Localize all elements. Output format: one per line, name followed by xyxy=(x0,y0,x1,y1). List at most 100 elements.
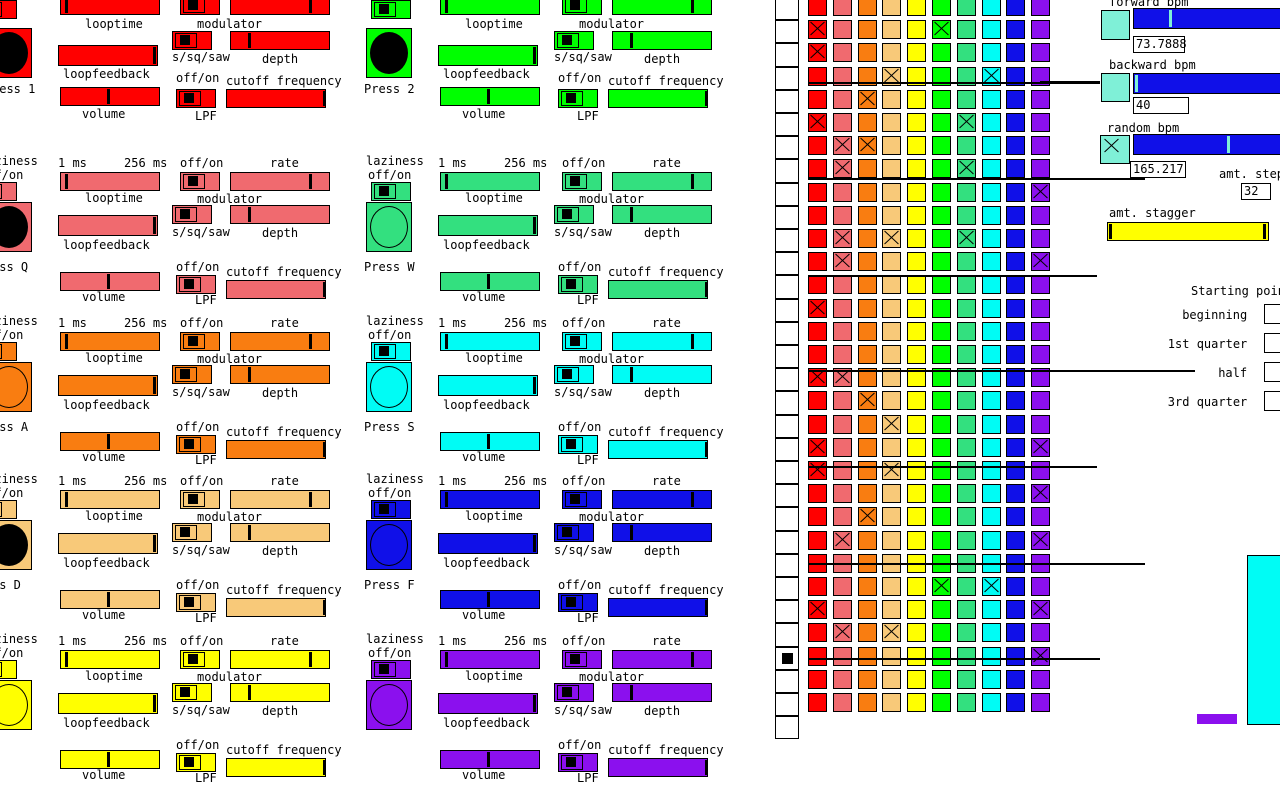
grid-cell[interactable] xyxy=(981,484,1001,504)
grid-cell[interactable] xyxy=(981,437,1001,457)
grid-cell[interactable] xyxy=(907,159,927,179)
grid-cell[interactable] xyxy=(857,66,877,86)
grid-cell[interactable] xyxy=(882,182,902,202)
grid-cell[interactable] xyxy=(1006,182,1026,202)
backward-bpm-number[interactable]: 40 xyxy=(1133,97,1189,114)
grid-cell[interactable] xyxy=(808,693,827,712)
modulator-toggle[interactable] xyxy=(180,332,220,351)
grid-cell[interactable] xyxy=(1006,159,1026,179)
grid-cell[interactable] xyxy=(857,391,877,411)
step-cell[interactable] xyxy=(775,414,799,438)
grid-cell[interactable] xyxy=(832,136,852,156)
grid-cell[interactable] xyxy=(932,89,951,109)
loopfeedback-slider[interactable] xyxy=(438,215,538,236)
step-cell[interactable] xyxy=(775,136,799,160)
forward-bpm-bang[interactable] xyxy=(1101,10,1130,40)
grid-cell[interactable] xyxy=(932,0,951,16)
grid-cell[interactable] xyxy=(956,113,976,132)
grid-cell[interactable] xyxy=(907,20,927,40)
grid-cell[interactable] xyxy=(956,507,976,527)
grid-cell[interactable] xyxy=(956,530,976,550)
grid-cell[interactable] xyxy=(907,275,927,295)
depth-slider[interactable] xyxy=(230,365,330,384)
grid-cell[interactable] xyxy=(932,530,951,550)
grid-cell[interactable] xyxy=(832,693,852,712)
grid-cell[interactable] xyxy=(981,89,1001,109)
grid-cell[interactable] xyxy=(1006,577,1026,596)
grid-cell[interactable] xyxy=(832,414,852,434)
step-cell[interactable] xyxy=(775,391,799,415)
grid-cell[interactable] xyxy=(956,182,976,202)
grid-cell[interactable] xyxy=(808,530,827,550)
grid-cell[interactable] xyxy=(981,113,1001,132)
grid-cell[interactable] xyxy=(932,693,951,712)
grid-cell[interactable] xyxy=(1006,623,1026,643)
grid-cell[interactable] xyxy=(882,368,902,388)
grid-cell[interactable] xyxy=(857,368,877,388)
voice-toggle[interactable] xyxy=(371,0,411,19)
grid-cell[interactable] xyxy=(1006,0,1026,16)
step-cell[interactable] xyxy=(775,461,799,485)
grid-cell[interactable] xyxy=(832,205,852,225)
rate-slider[interactable] xyxy=(612,0,712,15)
grid-cell[interactable] xyxy=(808,646,827,666)
grid-cell[interactable] xyxy=(907,182,927,202)
grid-cell[interactable] xyxy=(1031,414,1051,434)
grid-cell[interactable] xyxy=(956,20,976,40)
grid-cell[interactable] xyxy=(882,646,902,666)
grid-cell[interactable] xyxy=(1031,623,1051,643)
grid-cell[interactable] xyxy=(1006,414,1026,434)
grid-cell[interactable] xyxy=(932,437,951,457)
grid-cell[interactable] xyxy=(907,345,927,364)
step-cell[interactable] xyxy=(775,229,799,253)
grid-cell[interactable] xyxy=(808,321,827,341)
grid-cell[interactable] xyxy=(832,43,852,63)
grid-cell[interactable] xyxy=(981,298,1001,318)
play-bang[interactable] xyxy=(366,680,412,730)
voice-toggle[interactable] xyxy=(0,342,17,361)
grid-cell[interactable] xyxy=(882,391,902,411)
loopfeedback-slider[interactable] xyxy=(58,693,158,714)
grid-cell[interactable] xyxy=(907,205,927,225)
grid-cell[interactable] xyxy=(1031,321,1051,341)
grid-cell[interactable] xyxy=(981,43,1001,63)
random-bpm-bang[interactable] xyxy=(1100,135,1130,164)
volume-slider[interactable] xyxy=(440,432,540,451)
grid-cell[interactable] xyxy=(956,414,976,434)
grid-cell[interactable] xyxy=(857,669,877,689)
grid-cell[interactable] xyxy=(832,461,852,480)
grid-cell[interactable] xyxy=(956,89,976,109)
grid-cell[interactable] xyxy=(981,275,1001,295)
amt-stagger-slider[interactable] xyxy=(1107,222,1269,241)
grid-cell[interactable] xyxy=(857,20,877,40)
grid-cell[interactable] xyxy=(882,275,902,295)
grid-cell[interactable] xyxy=(808,159,827,179)
grid-cell[interactable] xyxy=(1031,43,1051,63)
grid-cell[interactable] xyxy=(1031,669,1051,689)
grid-cell[interactable] xyxy=(808,600,827,620)
waveform-toggle[interactable] xyxy=(554,683,594,702)
grid-cell[interactable] xyxy=(808,414,827,434)
grid-cell[interactable] xyxy=(907,600,927,620)
grid-cell[interactable] xyxy=(832,646,852,666)
grid-cell[interactable] xyxy=(882,113,902,132)
grid-cell[interactable] xyxy=(932,252,951,272)
grid-cell[interactable] xyxy=(981,669,1001,689)
forward-bpm-number[interactable]: 73.7888 xyxy=(1133,36,1187,53)
grid-cell[interactable] xyxy=(932,113,951,132)
grid-cell[interactable] xyxy=(1006,507,1026,527)
grid-cell[interactable] xyxy=(857,43,877,63)
grid-cell[interactable] xyxy=(832,368,852,388)
step-cell[interactable] xyxy=(775,252,799,276)
grid-cell[interactable] xyxy=(981,391,1001,411)
grid-cell[interactable] xyxy=(832,600,852,620)
grid-cell[interactable] xyxy=(907,298,927,318)
voice-toggle[interactable] xyxy=(0,0,17,19)
grid-cell[interactable] xyxy=(932,368,951,388)
starting-option-bang[interactable] xyxy=(1264,304,1280,324)
grid-cell[interactable] xyxy=(1006,368,1026,388)
rate-slider[interactable] xyxy=(612,172,712,191)
step-cell[interactable] xyxy=(775,530,799,554)
lpf-toggle[interactable] xyxy=(558,275,598,294)
grid-cell[interactable] xyxy=(956,646,976,666)
